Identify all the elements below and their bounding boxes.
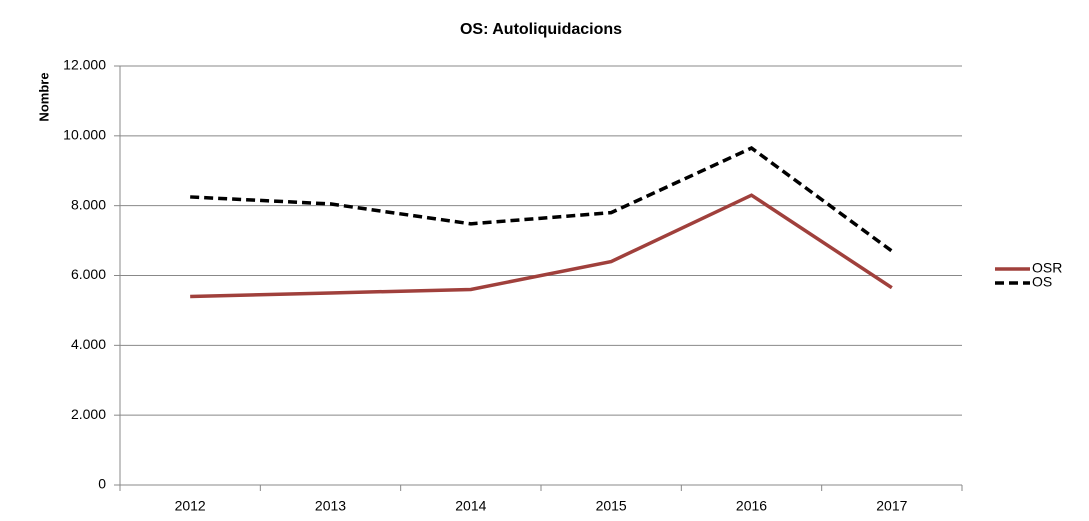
x-tick-label: 2017 [876,498,907,514]
x-tick-label: 2014 [455,498,486,514]
x-tick-label: 2013 [315,498,346,514]
y-tick-label: 4.000 [71,336,106,352]
y-axis-label: Nombre [36,72,51,121]
y-tick-label: 0 [98,476,106,492]
x-tick-label: 2012 [175,498,206,514]
legend-label: OS [1032,274,1052,290]
x-tick-label: 2016 [736,498,767,514]
y-tick-label: 8.000 [71,196,106,212]
y-tick-label: 10.000 [63,127,106,143]
y-tick-label: 6.000 [71,266,106,282]
series-line [190,146,893,253]
y-tick-label: 2.000 [71,406,106,422]
series-line [190,193,893,299]
x-tick-label: 2015 [596,498,627,514]
chart-title: OS: Autoliquidacions [460,21,622,38]
y-tick-label: 12.000 [63,57,106,73]
legend-label: OSR [1032,260,1062,276]
